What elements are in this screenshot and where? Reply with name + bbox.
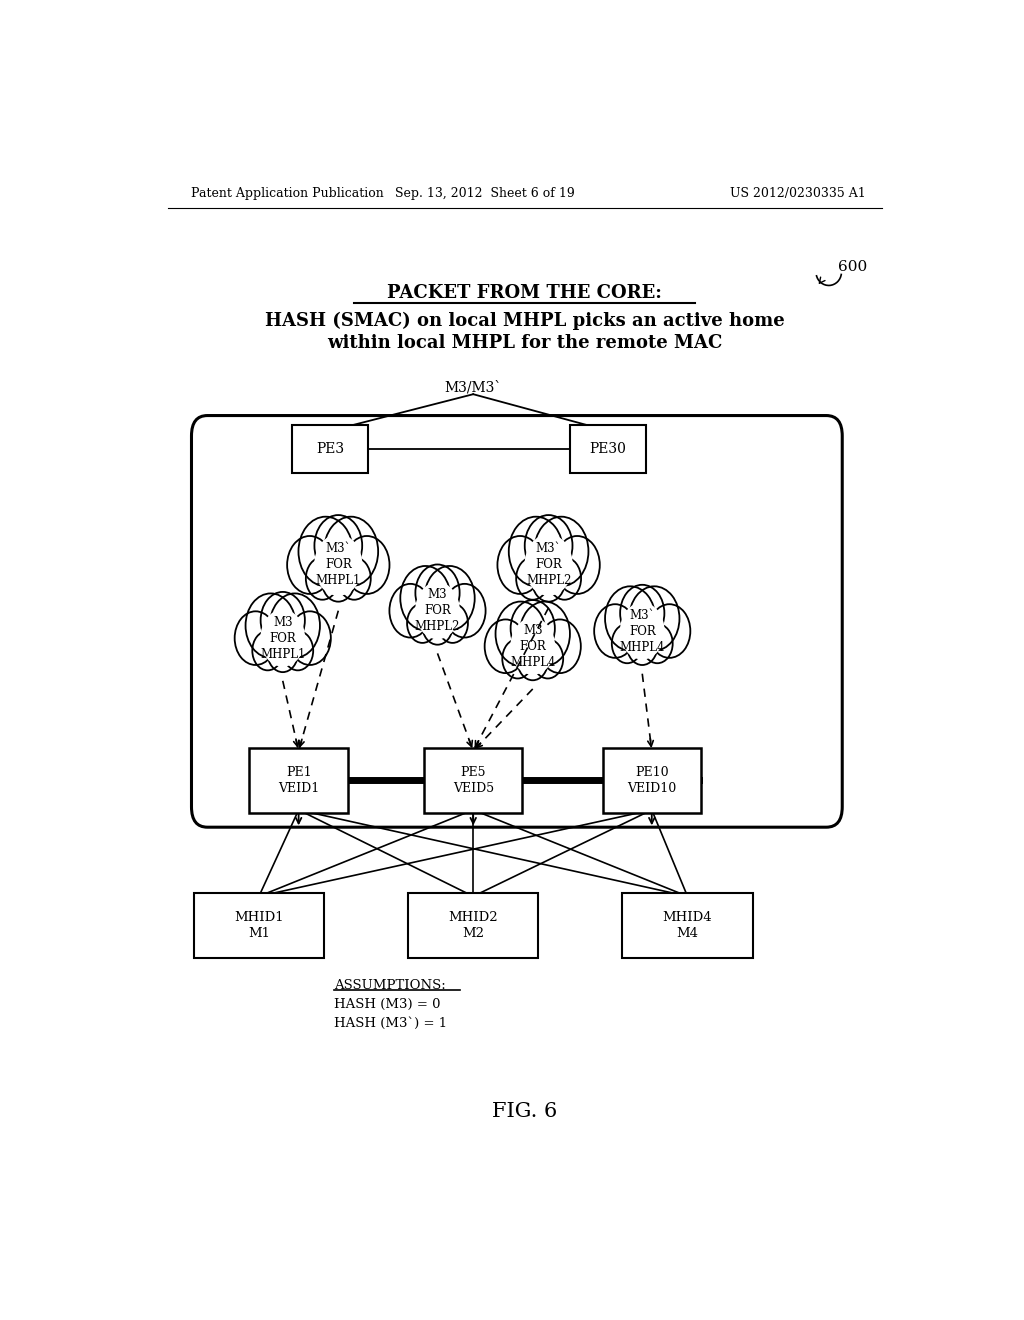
- Text: FIG. 6: FIG. 6: [493, 1102, 557, 1121]
- Circle shape: [424, 566, 475, 631]
- Circle shape: [503, 639, 534, 678]
- Text: MHID4
M4: MHID4 M4: [663, 911, 713, 940]
- Circle shape: [314, 535, 362, 595]
- Text: Patent Application Publication: Patent Application Publication: [191, 187, 384, 201]
- Text: M3`
FOR
MHPL1: M3` FOR MHPL1: [315, 543, 361, 587]
- Circle shape: [511, 601, 555, 657]
- Circle shape: [516, 557, 549, 599]
- Circle shape: [648, 605, 690, 657]
- Circle shape: [269, 594, 319, 657]
- Circle shape: [629, 586, 680, 651]
- Circle shape: [261, 591, 305, 648]
- Text: M3/M3`: M3/M3`: [444, 380, 502, 395]
- Circle shape: [415, 582, 460, 639]
- Text: within local MHPL for the remote MAC: within local MHPL for the remote MAC: [327, 334, 723, 352]
- FancyBboxPatch shape: [250, 748, 348, 813]
- FancyBboxPatch shape: [191, 416, 842, 828]
- Circle shape: [642, 624, 673, 663]
- Circle shape: [322, 560, 355, 602]
- FancyBboxPatch shape: [194, 894, 324, 958]
- Circle shape: [524, 515, 572, 577]
- Text: M3
FOR
MHPL4: M3 FOR MHPL4: [510, 624, 555, 669]
- Circle shape: [260, 610, 305, 667]
- FancyBboxPatch shape: [292, 425, 369, 474]
- Circle shape: [267, 632, 298, 672]
- Circle shape: [338, 557, 371, 599]
- Circle shape: [555, 536, 600, 594]
- Circle shape: [416, 565, 460, 622]
- Circle shape: [524, 535, 572, 595]
- Circle shape: [627, 626, 657, 665]
- Circle shape: [509, 516, 563, 586]
- Circle shape: [496, 602, 546, 667]
- Circle shape: [344, 536, 389, 594]
- Circle shape: [532, 560, 565, 602]
- Circle shape: [422, 606, 453, 644]
- Circle shape: [498, 536, 543, 594]
- Circle shape: [287, 536, 333, 594]
- Circle shape: [605, 586, 655, 651]
- Text: PE1
VEID1: PE1 VEID1: [278, 766, 319, 795]
- Circle shape: [539, 619, 581, 673]
- Circle shape: [400, 566, 451, 631]
- Circle shape: [510, 618, 555, 675]
- Text: M3
FOR
MHPL1: M3 FOR MHPL1: [260, 615, 305, 660]
- Text: MHID1
M1: MHID1 M1: [234, 911, 284, 940]
- FancyBboxPatch shape: [570, 425, 646, 474]
- Text: HASH (SMAC) on local MHPL picks an active home: HASH (SMAC) on local MHPL picks an activ…: [265, 312, 784, 330]
- Circle shape: [408, 603, 438, 643]
- Circle shape: [298, 516, 352, 586]
- Circle shape: [535, 516, 589, 586]
- Circle shape: [611, 624, 642, 663]
- Circle shape: [324, 516, 378, 586]
- FancyBboxPatch shape: [623, 894, 753, 958]
- Text: US 2012/0230335 A1: US 2012/0230335 A1: [730, 187, 866, 201]
- Circle shape: [306, 557, 339, 599]
- Circle shape: [620, 602, 665, 660]
- Text: MHID2
M2: MHID2 M2: [449, 911, 498, 940]
- FancyBboxPatch shape: [602, 748, 701, 813]
- Circle shape: [532, 639, 563, 678]
- Text: M3`
FOR
MHPL4: M3` FOR MHPL4: [620, 609, 665, 653]
- Text: M3
FOR
MHPL2: M3 FOR MHPL2: [415, 589, 460, 634]
- Circle shape: [252, 631, 283, 671]
- Text: 600: 600: [839, 260, 867, 275]
- Circle shape: [314, 515, 362, 577]
- Circle shape: [246, 594, 296, 657]
- Circle shape: [519, 602, 570, 667]
- Text: ASSUMPTIONS:
HASH (M3) = 0
HASH (M3`) = 1: ASSUMPTIONS: HASH (M3) = 0 HASH (M3`) = …: [334, 978, 447, 1030]
- Circle shape: [484, 619, 526, 673]
- FancyBboxPatch shape: [424, 748, 522, 813]
- Circle shape: [289, 611, 331, 665]
- Circle shape: [621, 585, 665, 642]
- Circle shape: [283, 631, 313, 671]
- Circle shape: [548, 557, 581, 599]
- Text: PACKET FROM THE CORE:: PACKET FROM THE CORE:: [387, 284, 663, 301]
- Text: Sep. 13, 2012  Sheet 6 of 19: Sep. 13, 2012 Sheet 6 of 19: [395, 187, 575, 201]
- Circle shape: [437, 603, 468, 643]
- Text: PE10
VEID10: PE10 VEID10: [627, 766, 677, 795]
- Circle shape: [234, 611, 276, 665]
- Text: M3`
FOR
MHPL2: M3` FOR MHPL2: [526, 543, 571, 587]
- Circle shape: [517, 642, 548, 680]
- Text: PE30: PE30: [590, 442, 627, 457]
- Circle shape: [389, 583, 431, 638]
- Circle shape: [594, 605, 636, 657]
- Text: PE5
VEID5: PE5 VEID5: [453, 766, 494, 795]
- FancyBboxPatch shape: [409, 894, 539, 958]
- Text: PE3: PE3: [316, 442, 344, 457]
- Circle shape: [443, 583, 485, 638]
